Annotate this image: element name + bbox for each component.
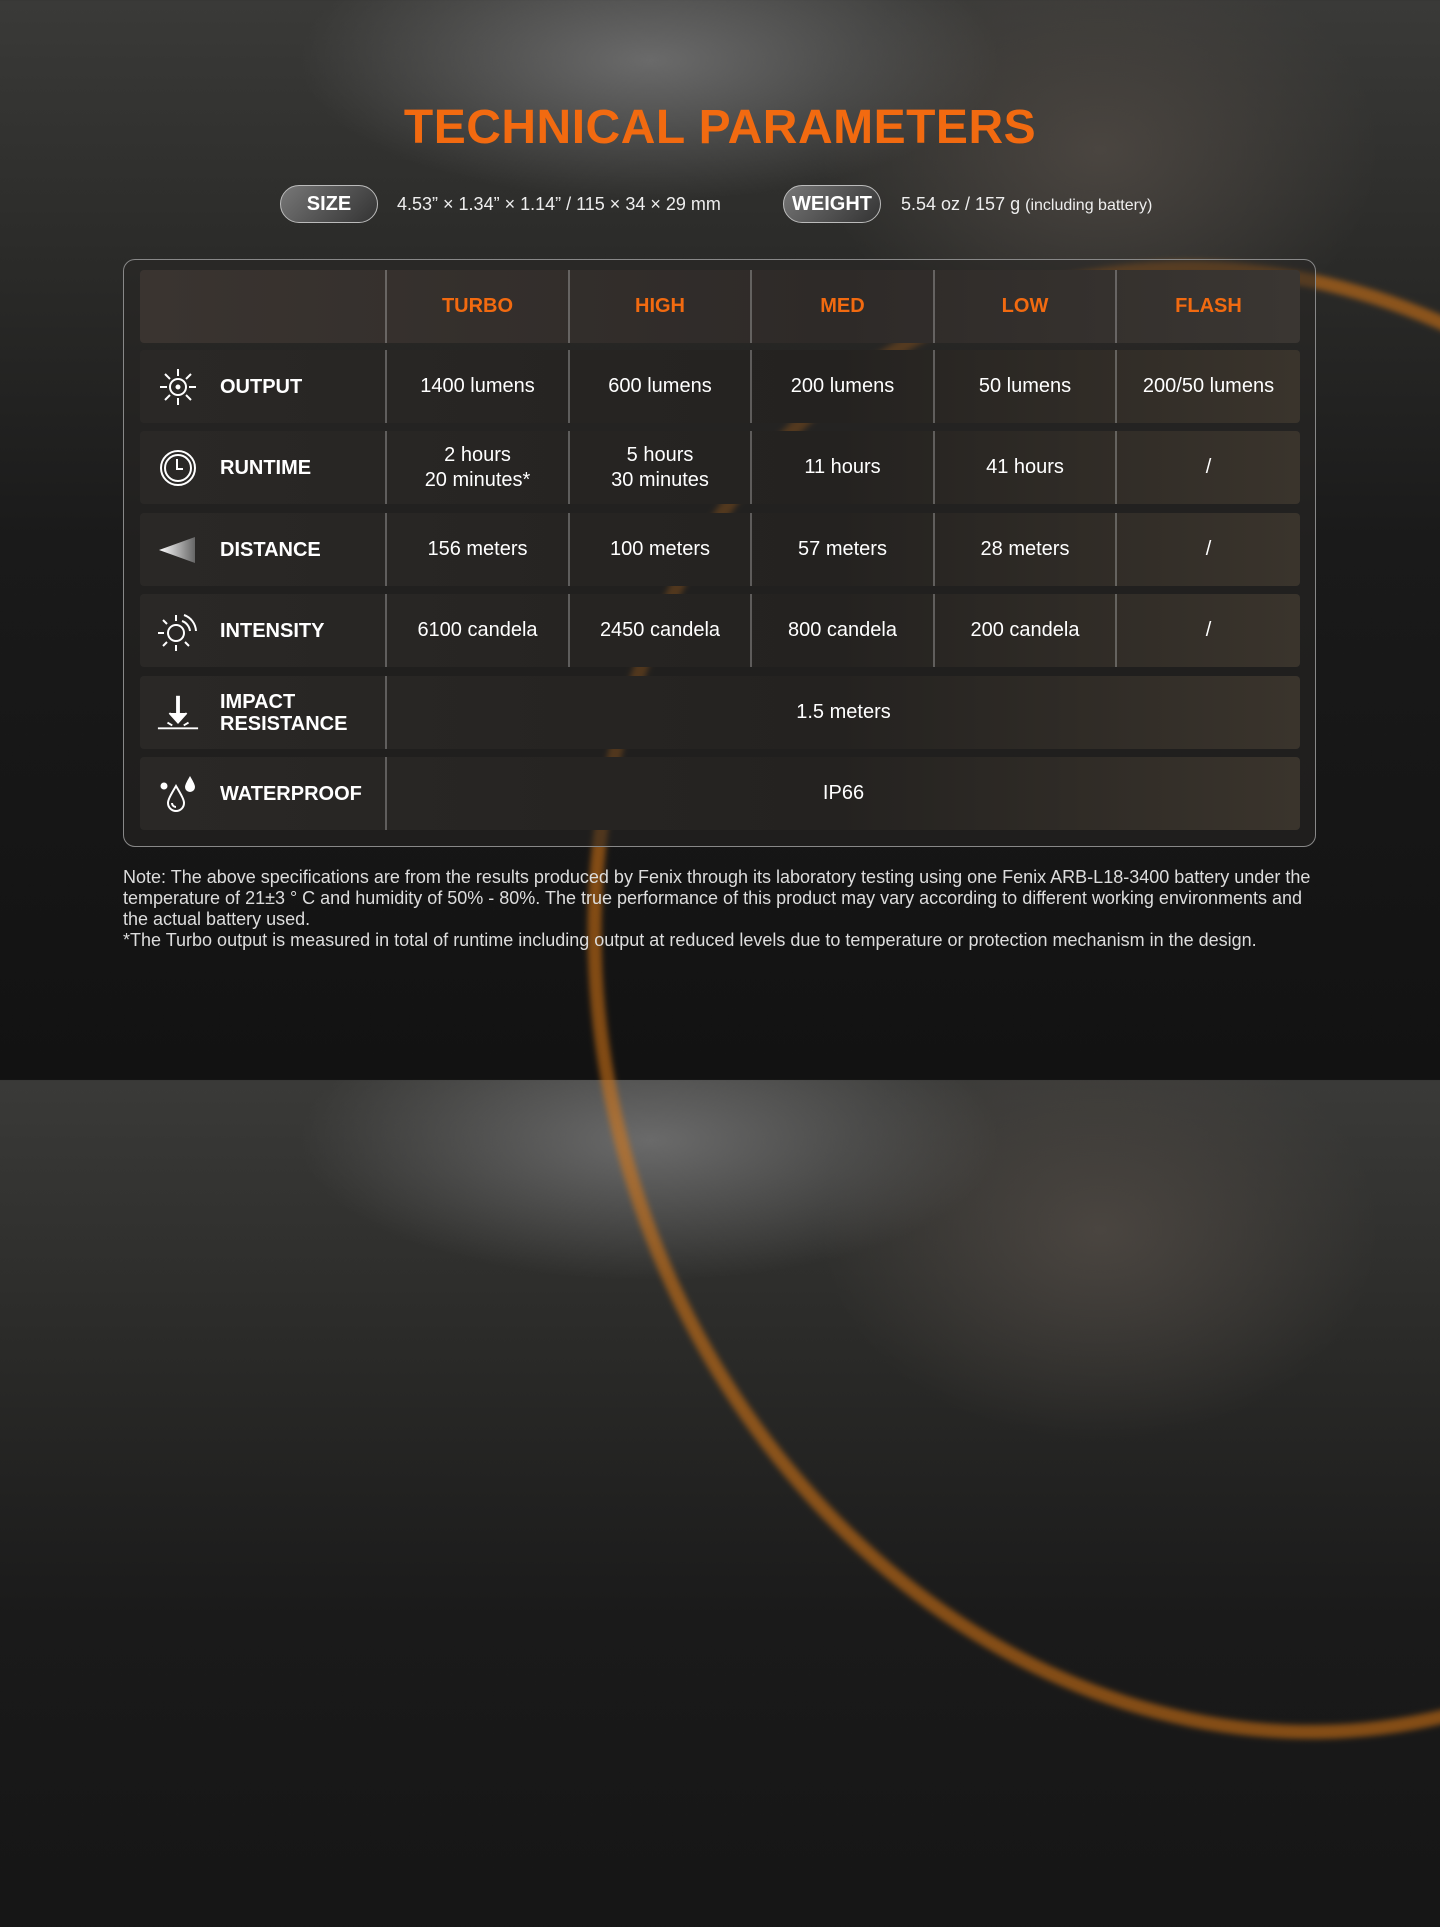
row-label-text: OUTPUT bbox=[220, 375, 303, 398]
table-cell: 200 lumens bbox=[750, 350, 933, 423]
water-drop-icon bbox=[156, 772, 200, 816]
page-title: TECHNICAL PARAMETERS bbox=[403, 101, 1037, 154]
row-label: IMPACT RESISTANCE bbox=[140, 676, 385, 749]
note-line: Note: The above specifications are from … bbox=[123, 867, 1311, 929]
row-label: RUNTIME bbox=[140, 431, 385, 504]
table-row: DISTANCE 156 meters 100 meters 57 meters 28 … bbox=[140, 513, 1300, 586]
table-cell: 100 meters bbox=[568, 513, 750, 586]
size-value: 4.53” × 1.34” × 1.14” / 115 × 34 × 29 mm bbox=[397, 194, 721, 214]
beam-icon bbox=[156, 528, 200, 572]
weight-note: (including battery) bbox=[1025, 197, 1153, 214]
intensity-icon bbox=[156, 609, 200, 653]
table-row: OUTPUT 1400 lumens 600 lumens 200 lumens 50 … bbox=[140, 350, 1300, 423]
size-badge: SIZE bbox=[280, 185, 378, 223]
weight-value: 5.54 oz / 157 g (including battery) bbox=[901, 194, 1152, 215]
table-row: WATERPROOF IP66 bbox=[140, 757, 1300, 830]
mode-header-high: HIGH bbox=[568, 270, 750, 343]
table-cell: 200/50 lumens bbox=[1115, 350, 1300, 423]
table-cell: 2 hours 20 minutes* bbox=[385, 431, 568, 504]
table-cell: 800 candela bbox=[750, 594, 933, 667]
sun-icon bbox=[156, 365, 200, 409]
mode-header-turbo: TURBO bbox=[385, 270, 568, 343]
table-row: INTENSITY 6100 candela 2450 candela 800 can… bbox=[140, 594, 1300, 667]
table-cell: / bbox=[1115, 594, 1300, 667]
header-blank bbox=[140, 270, 385, 343]
row-label-text: IMPACT RESISTANCE bbox=[220, 690, 348, 735]
impact-icon bbox=[156, 691, 200, 735]
clock-icon bbox=[156, 446, 200, 490]
mode-header-flash: FLASH bbox=[1115, 270, 1300, 343]
row-label-text: INTENSITY bbox=[220, 619, 325, 642]
table-cell: 2450 candela bbox=[568, 594, 750, 667]
table-cell: 1400 lumens bbox=[385, 350, 568, 423]
table-cell: 1.5 meters bbox=[385, 676, 1300, 749]
row-label: INTENSITY bbox=[140, 594, 385, 667]
table-header-row: TURBO HIGH MED LOW FLASH bbox=[140, 270, 1300, 343]
note-line: *The Turbo output is measured in total o… bbox=[123, 930, 1257, 950]
footnote: Note: The above specifications are from … bbox=[123, 867, 1323, 951]
row-label-text: WATERPROOF bbox=[220, 782, 362, 805]
table-cell: 200 candela bbox=[933, 594, 1115, 667]
table-cell: / bbox=[1115, 513, 1300, 586]
row-label: DISTANCE bbox=[140, 513, 385, 586]
mode-header-low: LOW bbox=[933, 270, 1115, 343]
table-cell: 11 hours bbox=[750, 431, 933, 504]
row-label-text: RUNTIME bbox=[220, 456, 312, 479]
table-row: IMPACT RESISTANCE 1.5 meters bbox=[140, 676, 1300, 749]
table-cell: 600 lumens bbox=[568, 350, 750, 423]
row-label: OUTPUT bbox=[140, 350, 385, 423]
table-cell: 156 meters bbox=[385, 513, 568, 586]
table-cell: 41 hours bbox=[933, 431, 1115, 504]
weight-amount: 5.54 oz / 157 g bbox=[901, 194, 1021, 214]
weight-badge: WEIGHT bbox=[783, 185, 881, 223]
mode-header-med: MED bbox=[750, 270, 933, 343]
table-cell: 5 hours 30 minutes bbox=[568, 431, 750, 504]
row-label: WATERPROOF bbox=[140, 757, 385, 830]
table-cell: 6100 candela bbox=[385, 594, 568, 667]
table-cell: 50 lumens bbox=[933, 350, 1115, 423]
row-label-text: DISTANCE bbox=[220, 538, 321, 561]
table-cell: IP66 bbox=[385, 757, 1300, 830]
table-cell: 57 meters bbox=[750, 513, 933, 586]
table-cell: / bbox=[1115, 431, 1300, 504]
table-row: RUNTIME 2 hours 20 minutes* 5 hours 30 min… bbox=[140, 431, 1300, 504]
table-cell: 28 meters bbox=[933, 513, 1115, 586]
